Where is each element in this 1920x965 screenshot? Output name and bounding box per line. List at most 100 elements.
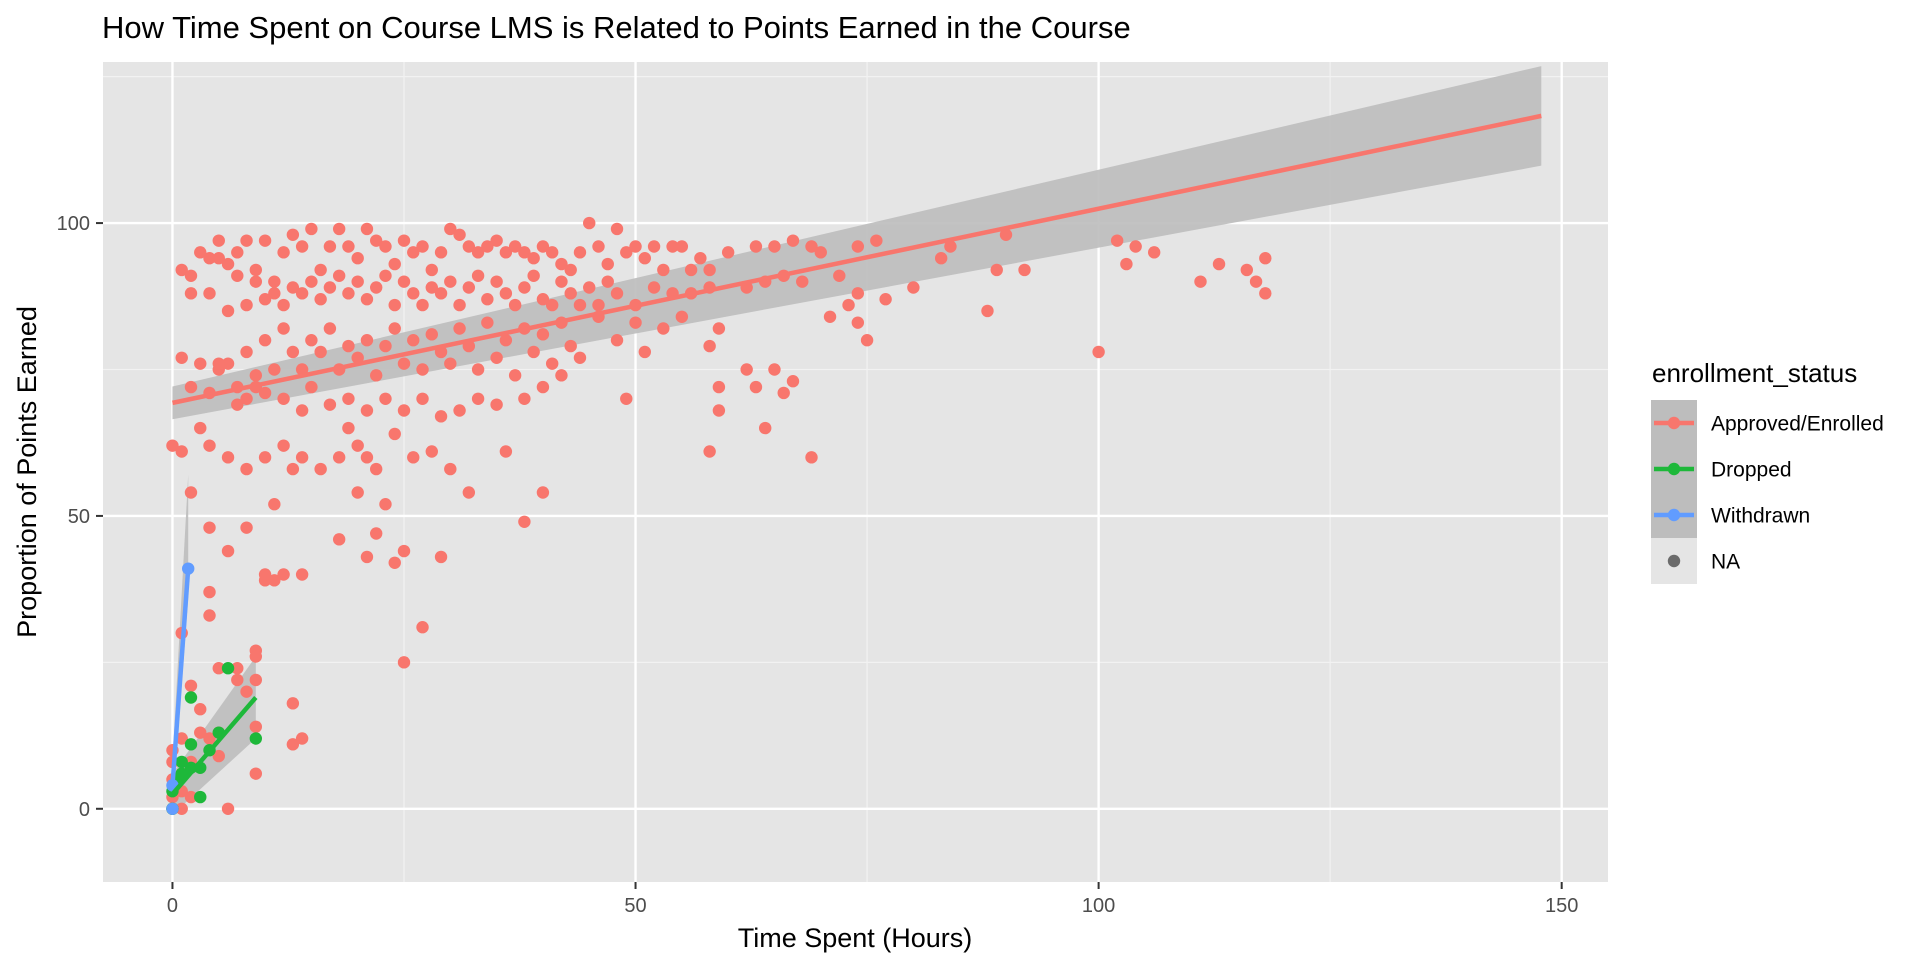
data-point [258, 386, 272, 400]
data-point [203, 732, 216, 745]
data-point [416, 363, 429, 376]
data-point [610, 222, 624, 236]
data-point [518, 246, 531, 259]
data-point [444, 462, 457, 476]
data-point [536, 486, 550, 499]
data-point [212, 749, 225, 763]
data-point [527, 345, 540, 359]
data-point [453, 228, 466, 241]
data-point [360, 293, 374, 306]
data-point [184, 679, 198, 692]
data-point [527, 252, 540, 265]
data-point [277, 322, 290, 335]
data-point [712, 404, 726, 417]
data-point [1147, 246, 1161, 259]
data-point [360, 334, 374, 347]
data-point [203, 252, 216, 265]
data-point [351, 439, 364, 452]
data-point [860, 334, 874, 347]
data-point [388, 298, 401, 312]
data-point [240, 685, 253, 698]
data-point [286, 228, 300, 241]
data-point [184, 269, 198, 282]
data-point [675, 310, 689, 323]
data-point [407, 451, 420, 464]
data-point [944, 240, 957, 253]
data-point [370, 527, 383, 540]
data-point [268, 363, 281, 376]
data-point [434, 246, 448, 259]
data-point [407, 246, 420, 259]
legend-label: Dropped [1711, 459, 1792, 482]
data-point [277, 298, 290, 312]
data-point [434, 550, 448, 564]
data-point [620, 246, 633, 259]
data-point [768, 363, 781, 376]
data-point [536, 293, 550, 306]
data-point [388, 257, 401, 271]
data-point [360, 222, 374, 236]
data-point [703, 445, 716, 458]
data-point [851, 240, 865, 253]
data-point [249, 673, 263, 687]
data-point [360, 404, 374, 417]
data-point [166, 802, 179, 815]
data-point [907, 281, 920, 294]
data-point [527, 269, 540, 282]
data-point [268, 498, 281, 511]
data-point [249, 720, 263, 733]
data-point [295, 240, 309, 253]
data-point [397, 357, 411, 370]
data-point [175, 445, 188, 458]
data-point [749, 240, 763, 253]
data-points [166, 216, 1272, 815]
y-tick-label: 50 [68, 506, 90, 528]
data-point [249, 732, 263, 745]
data-point [194, 703, 207, 716]
y-axis-label: Proportion of Points Earned [12, 306, 42, 638]
data-point [332, 533, 346, 546]
data-point [425, 328, 438, 341]
data-point [240, 462, 253, 476]
data-point [471, 269, 485, 282]
data-point [258, 234, 272, 247]
data-point [221, 357, 235, 370]
data-point [416, 298, 429, 312]
data-point [231, 673, 244, 687]
data-point [379, 339, 392, 353]
data-point [934, 252, 948, 265]
trend-line [170, 568, 191, 786]
data-point [212, 357, 225, 370]
data-point [499, 334, 513, 347]
data-point [833, 269, 846, 282]
data-point [203, 609, 216, 622]
data-point [434, 410, 448, 423]
data-point [749, 380, 763, 394]
data-point [1240, 263, 1254, 277]
data-point [249, 275, 263, 288]
data-point [258, 568, 272, 581]
data-point [360, 451, 374, 464]
legend-title: enrollment_status [1652, 358, 1857, 388]
data-point [610, 287, 624, 300]
data-point [564, 339, 577, 353]
data-point [268, 287, 281, 300]
data-point [740, 363, 753, 376]
data-point [407, 287, 420, 300]
y-tick-label: 0 [79, 799, 90, 821]
data-point [416, 621, 429, 634]
data-point [212, 234, 225, 247]
data-point [1194, 275, 1207, 288]
data-point [295, 568, 309, 581]
data-point [981, 304, 994, 318]
data-point [471, 392, 485, 405]
data-point [277, 392, 290, 405]
data-point [444, 222, 457, 236]
data-point [453, 298, 466, 312]
data-point [305, 222, 318, 236]
x-axis-label: Time Spent (Hours) [738, 923, 973, 953]
data-point [647, 240, 661, 253]
data-point [323, 281, 337, 294]
data-point [286, 462, 300, 476]
data-point [397, 656, 411, 669]
